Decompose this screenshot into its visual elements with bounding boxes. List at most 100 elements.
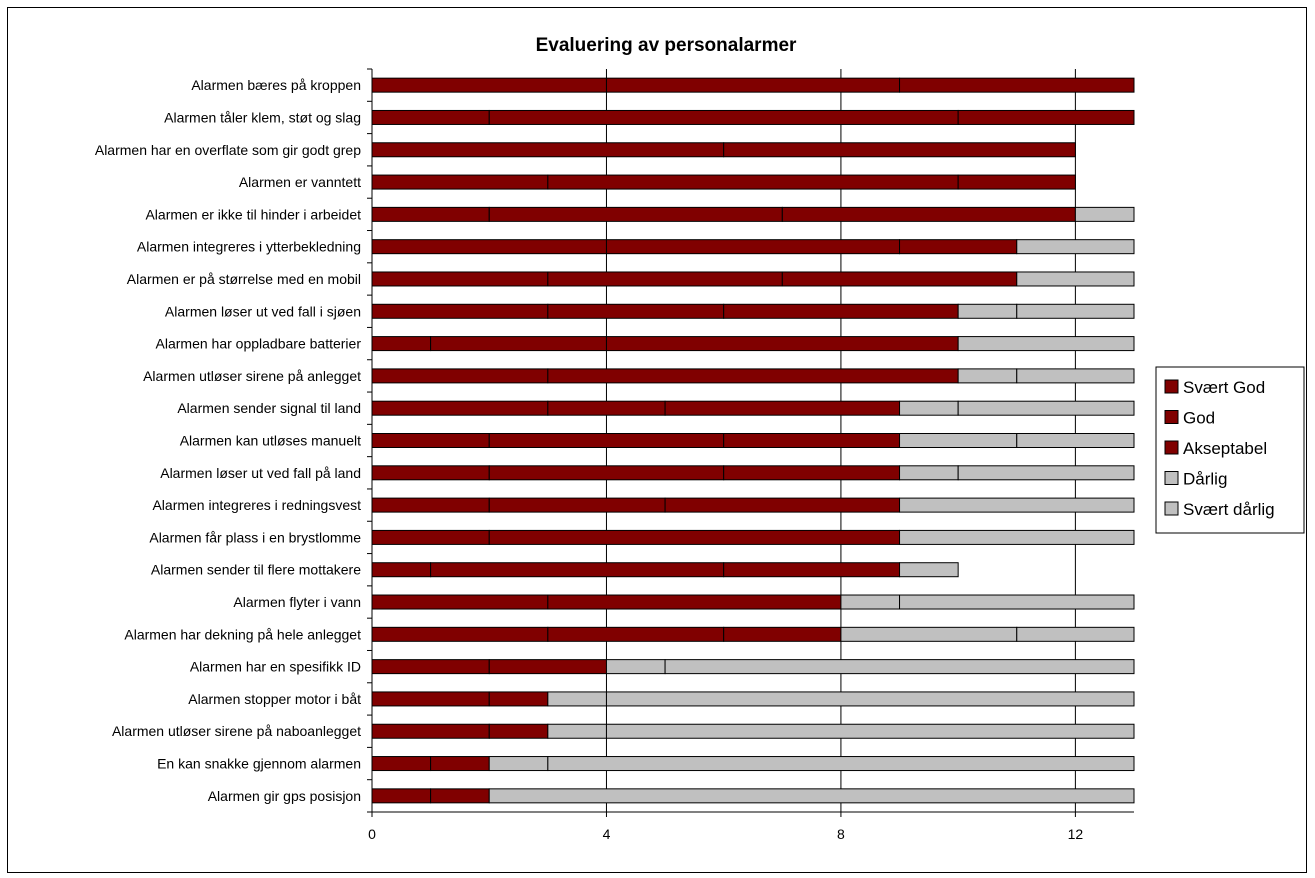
bar-segment-15-5 [899, 529, 1135, 545]
category-label-16: Alarmen sender til flere mottakere [151, 562, 361, 578]
category-label-5: Alarmen er ikke til hinder i arbeidet [145, 206, 361, 222]
legend-label-1: Svært God [1183, 378, 1265, 397]
bar-segment-12-1 [371, 433, 490, 448]
bar-segment-7-5 [1016, 271, 1135, 287]
category-label-19: Alarmen har en spesifikk ID [190, 659, 361, 675]
bar-segment-19-1 [371, 659, 490, 675]
category-label-22: En kan snakke gjennom alarmen [157, 756, 361, 772]
bar-segment-13-1 [371, 465, 490, 481]
bar-segment-9-5 [957, 336, 1135, 352]
bar-segment-12-2 [488, 433, 725, 448]
bar-segment-21-1 [371, 723, 490, 739]
bar-segment-8-4 [957, 303, 1018, 319]
bar-segment-5-3 [781, 206, 1076, 222]
bar-segment-10-2 [547, 368, 959, 384]
bar-segment-22-1 [371, 756, 432, 772]
bar-segment-20-2 [488, 691, 549, 707]
bar-segment-21-4 [547, 723, 607, 739]
bar-segment-3-3 [723, 142, 1076, 158]
bar-segment-17-4 [840, 594, 901, 610]
legend: Svært God God Akseptabel Dårlig Svært dårlig [1155, 366, 1305, 534]
bar-segment-13-4 [899, 465, 959, 481]
x-tick-label-8: 8 [837, 826, 845, 842]
bar-segment-9-1 [371, 336, 432, 352]
category-label-17: Alarmen flyter i vann [233, 594, 361, 610]
bar-segment-11-4 [899, 400, 959, 416]
category-label-10: Alarmen utløser sirene på anlegget [143, 368, 361, 384]
legend-swatch-3 [1164, 440, 1179, 455]
bar-segment-20-5 [605, 691, 1135, 707]
bar-segment-1-2 [605, 77, 901, 93]
bar-segment-20-1 [371, 691, 490, 707]
bar-segment-23-2 [430, 788, 490, 804]
category-label-1: Alarmen bæres på kroppen [191, 77, 361, 93]
bar-segment-11-2 [547, 400, 666, 416]
bar-segment-15-1 [371, 529, 490, 545]
bar-segment-14-1 [371, 497, 490, 513]
legend-label-4: Dårlig [1183, 470, 1227, 489]
bar-segment-5-4 [1074, 206, 1135, 222]
bar-segment-9-2 [430, 336, 607, 352]
bar-segment-8-2 [547, 303, 725, 319]
category-label-3: Alarmen har en overflate som gir godt gr… [95, 142, 361, 158]
bar-segment-18-2 [547, 626, 725, 642]
bar-segment-12-5 [1016, 433, 1135, 448]
bar-segment-1-1 [371, 77, 607, 93]
bar-segment-4-1 [371, 174, 549, 190]
bar-segment-13-2 [488, 465, 725, 481]
bar-segment-18-5 [1016, 626, 1135, 642]
legend-label-5: Svært dårlig [1183, 500, 1275, 519]
bar-segment-2-2 [488, 109, 959, 125]
bar-segment-10-5 [1016, 368, 1135, 384]
category-label-13: Alarmen løser ut ved fall på land [160, 465, 361, 481]
category-label-9: Alarmen har oppladbare batterier [156, 336, 362, 352]
legend-label-3: Akseptabel [1183, 439, 1267, 458]
bar-segment-18-4 [840, 626, 1018, 642]
bar-segment-7-3 [781, 271, 1018, 287]
bar-segment-9-3 [605, 336, 959, 352]
bar-segment-14-5 [899, 497, 1135, 513]
bar-segment-22-2 [430, 756, 490, 772]
bars [371, 77, 1135, 804]
bar-segment-7-1 [371, 271, 549, 287]
category-label-7: Alarmen er på størrelse med en mobil [127, 271, 361, 287]
legend-swatch-2 [1164, 410, 1179, 424]
bar-segment-17-1 [371, 594, 549, 610]
bar-segment-6-2 [605, 239, 901, 255]
bar-segment-8-5 [1016, 303, 1135, 319]
bar-segment-18-1 [371, 626, 549, 642]
bar-segment-10-1 [371, 368, 549, 384]
category-label-4: Alarmen er vanntett [239, 174, 361, 190]
legend-swatch-4 [1164, 471, 1179, 485]
bar-segment-20-4 [547, 691, 607, 707]
bar-segment-22-5 [547, 756, 1135, 772]
category-label-2: Alarmen tåler klem, støt og slag [164, 109, 361, 125]
bar-segment-7-2 [547, 271, 783, 287]
legend-swatch-5 [1164, 501, 1179, 516]
bar-segment-13-5 [957, 465, 1135, 481]
bar-segment-22-4 [488, 756, 549, 772]
category-label-11: Alarmen sender signal til land [177, 400, 361, 416]
bar-segment-8-1 [371, 303, 549, 319]
bar-segment-23-1 [371, 788, 432, 804]
category-label-6: Alarmen integreres i ytterbekledning [137, 239, 361, 255]
bar-segment-16-4 [899, 562, 959, 578]
bar-segment-6-5 [1016, 239, 1135, 255]
bar-segment-12-4 [899, 433, 1018, 448]
bar-segment-19-4 [605, 659, 666, 675]
bar-segment-11-5 [957, 400, 1135, 416]
legend-swatch-1 [1164, 379, 1179, 394]
bar-segment-4-2 [547, 174, 959, 190]
bar-segment-14-2 [488, 497, 666, 513]
category-label-18: Alarmen har dekning på hele anlegget [124, 626, 361, 642]
category-label-23: Alarmen gir gps posisjon [208, 788, 361, 804]
bar-segment-13-3 [723, 465, 901, 481]
bar-segment-1-3 [899, 77, 1135, 93]
bar-segment-15-2 [488, 529, 901, 545]
category-label-15: Alarmen får plass i en brystlomme [149, 529, 361, 545]
category-label-14: Alarmen integreres i redningsvest [152, 497, 361, 513]
bar-segment-5-2 [488, 206, 783, 222]
bar-segment-21-5 [605, 723, 1135, 739]
bar-segment-10-4 [957, 368, 1018, 384]
